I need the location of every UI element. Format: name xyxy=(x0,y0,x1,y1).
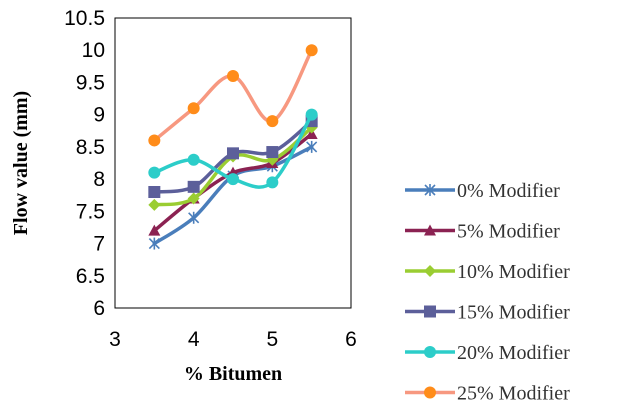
legend-label: 25% Modifier xyxy=(457,383,570,405)
legend-item: 20% Modifier xyxy=(405,342,570,364)
plot-area-frame xyxy=(114,17,352,309)
series-3 xyxy=(148,115,318,198)
y-tick-label: 6 xyxy=(93,297,105,320)
legend-marker xyxy=(424,386,436,399)
data-point xyxy=(148,166,161,179)
y-tick-label: 9 xyxy=(93,104,105,127)
data-point xyxy=(266,176,279,189)
data-point xyxy=(188,211,200,224)
y-tick-label: 10 xyxy=(82,39,105,62)
x-tick-label: 4 xyxy=(188,328,200,351)
y-tick-label: 8.5 xyxy=(76,136,105,159)
y-tick-label: 9.5 xyxy=(76,71,105,94)
data-point xyxy=(148,237,160,250)
x-axis-ticks: 3 4 5 6 xyxy=(109,328,357,351)
legend-label: 5% Modifier xyxy=(457,221,560,243)
legend-item: 5% Modifier xyxy=(405,221,560,243)
data-point xyxy=(187,180,200,193)
legend-label: 0% Modifier xyxy=(457,180,560,202)
legend-item: 10% Modifier xyxy=(405,261,570,283)
data-point xyxy=(148,224,161,236)
series-line xyxy=(152,125,314,207)
series-2 xyxy=(148,121,318,211)
data-point xyxy=(266,115,279,128)
data-point xyxy=(306,140,318,153)
data-point xyxy=(227,173,239,186)
series-layer xyxy=(148,44,318,250)
y-axis-ticks: 6 6.5 7 7.5 8 8.5 9 9.5 10 10.5 xyxy=(64,7,105,320)
legend-marker xyxy=(424,184,436,196)
series-line xyxy=(152,48,314,143)
legend-label: 20% Modifier xyxy=(457,342,570,364)
y-tick-label: 7.5 xyxy=(76,200,105,223)
legend-label: 15% Modifier xyxy=(457,302,570,324)
series-4 xyxy=(148,108,318,189)
legend-marker xyxy=(424,346,436,358)
data-point xyxy=(187,102,200,115)
data-point xyxy=(305,108,318,121)
legend-item: 25% Modifier xyxy=(405,383,570,405)
series-5 xyxy=(148,44,318,147)
x-tick-label: 5 xyxy=(266,328,278,351)
data-point xyxy=(148,198,161,211)
legend-item: 0% Modifier xyxy=(405,180,560,202)
data-point xyxy=(227,147,239,160)
data-point xyxy=(148,134,161,147)
legend: 0% Modifier 5% Modifier 10% Modifier 15% Mo… xyxy=(405,180,570,405)
y-tick-label: 6.5 xyxy=(76,265,105,288)
data-point xyxy=(187,192,200,205)
y-tick-label: 10.5 xyxy=(64,7,105,30)
y-axis-title: Flow value (mm) xyxy=(10,91,32,235)
y-tick-label: 8 xyxy=(93,168,105,191)
data-point xyxy=(187,153,200,166)
x-axis-title: % Bitumen xyxy=(184,363,282,385)
data-point xyxy=(305,44,318,57)
legend-marker xyxy=(424,265,436,277)
legend-item: 15% Modifier xyxy=(405,302,570,324)
data-point xyxy=(266,146,279,159)
x-tick-label: 3 xyxy=(109,328,121,351)
x-tick-label: 6 xyxy=(345,328,357,351)
legend-marker xyxy=(424,305,436,318)
y-tick-label: 7 xyxy=(93,233,105,256)
data-point xyxy=(148,186,161,198)
legend-marker xyxy=(424,224,436,236)
data-point xyxy=(227,70,239,82)
legend-label: 10% Modifier xyxy=(457,261,570,283)
